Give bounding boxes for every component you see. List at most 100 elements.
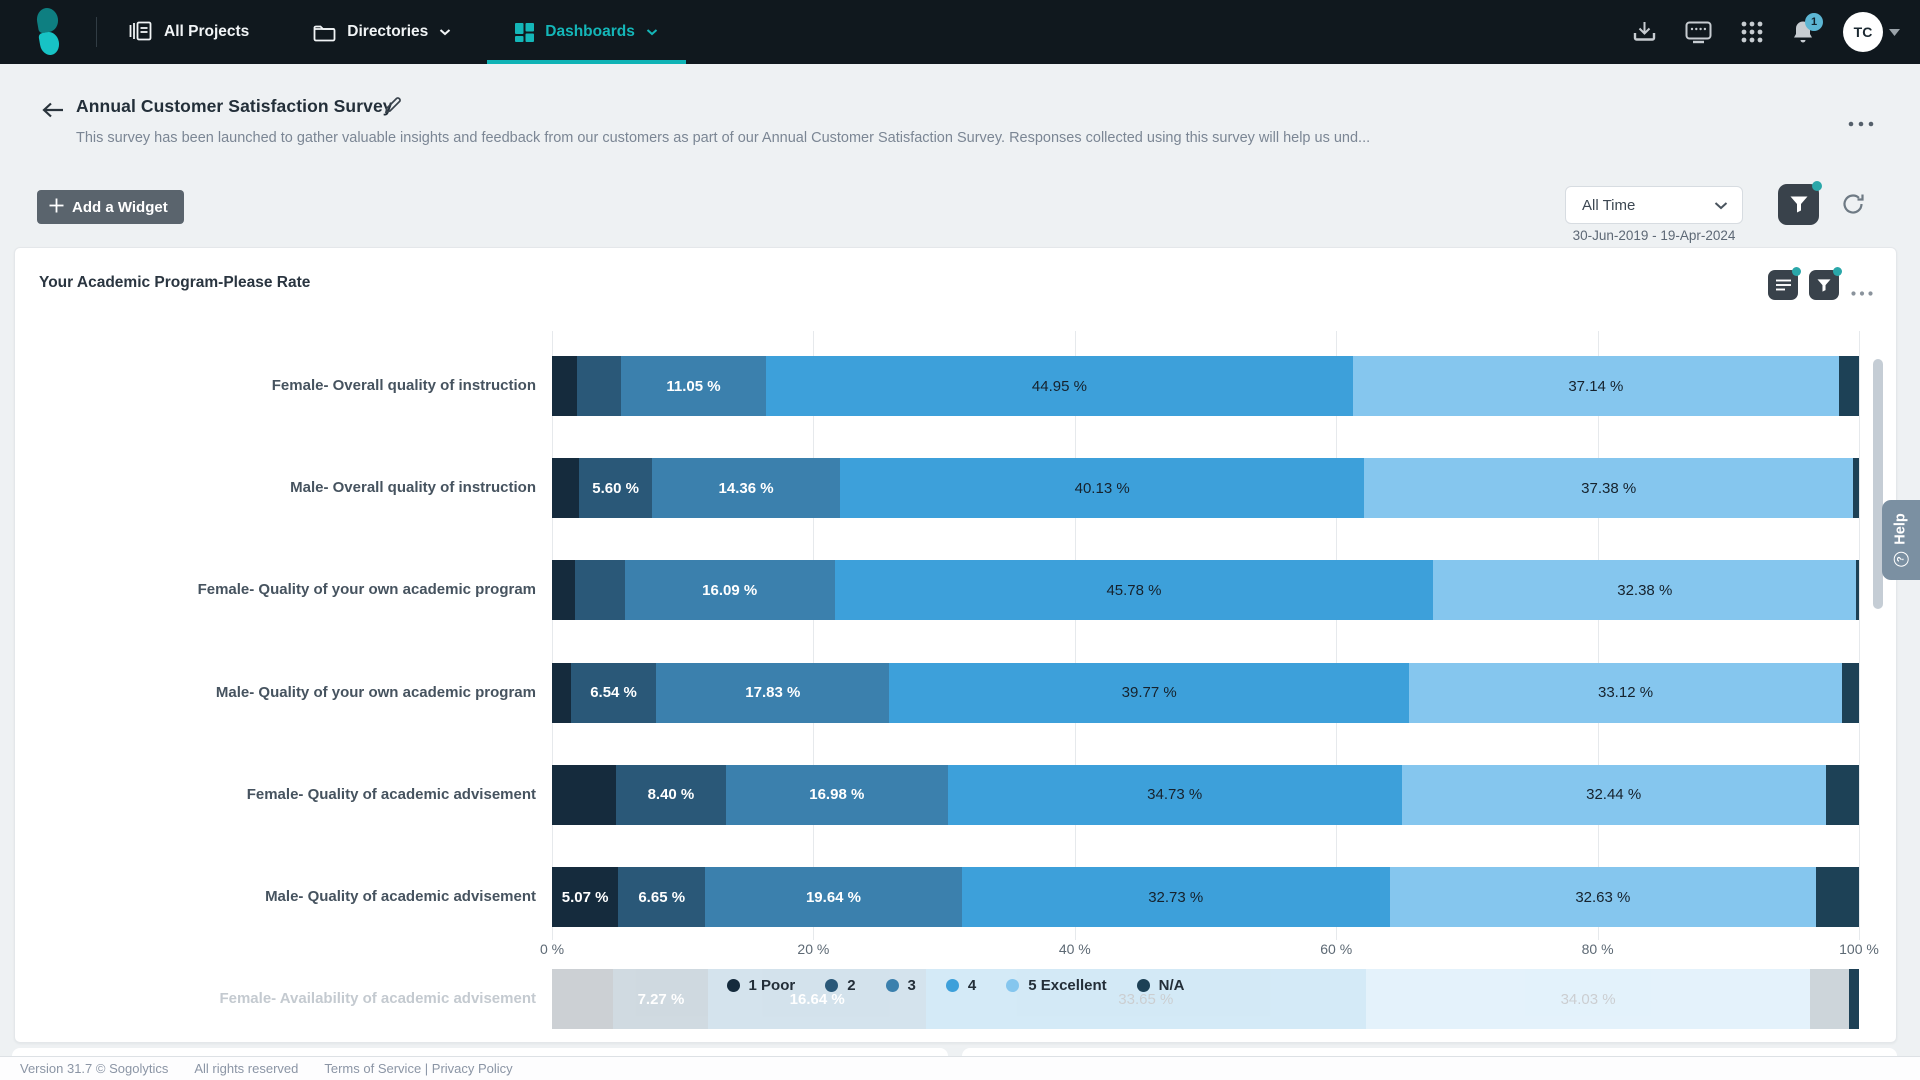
- bar-segment[interactable]: [552, 458, 580, 519]
- chart-legend: 1 Poor 2 3 4 5 Excellent N/A: [15, 977, 1896, 994]
- category-label: Male- Overall quality of instruction: [290, 479, 536, 497]
- add-widget-button[interactable]: Add a Widget: [37, 190, 184, 224]
- category-label: Female- Overall quality of instruction: [271, 377, 536, 394]
- apps-grid-button[interactable]: [1741, 21, 1763, 43]
- category-label: Male- Quality of academic advisement: [265, 888, 536, 905]
- widget-filter-button[interactable]: [1809, 267, 1842, 300]
- survey-description: This survey has been launched to gather …: [76, 130, 1371, 146]
- bar-segment[interactable]: 19.64 %: [705, 867, 962, 927]
- bar-segment[interactable]: 32.38 %: [1433, 560, 1857, 621]
- bar-segment[interactable]: [1856, 560, 1859, 621]
- bar-segment[interactable]: [1810, 969, 1849, 1030]
- bar-segment[interactable]: 14.36 %: [652, 458, 840, 519]
- nav-item-label: Dashboards: [545, 23, 635, 40]
- bar-segment[interactable]: 6.54 %: [570, 662, 657, 723]
- bar-segment[interactable]: 16.09 %: [624, 560, 835, 621]
- bar-segment[interactable]: [552, 969, 614, 1030]
- notification-badge: 1: [1805, 13, 1823, 31]
- nav-item-dashboards[interactable]: Dashboards: [487, 0, 686, 64]
- legend-label: 3: [907, 977, 916, 994]
- bar-segment[interactable]: [575, 560, 625, 621]
- bar-segment[interactable]: 44.95 %: [765, 356, 1354, 416]
- bar-segment[interactable]: [552, 356, 577, 416]
- legend-dot: [1136, 979, 1150, 992]
- widget-title: Your Academic Program-Please Rate: [39, 274, 311, 291]
- legend-item[interactable]: N/A: [1136, 977, 1184, 994]
- avatar[interactable]: TC: [1843, 12, 1883, 52]
- axis-tick-label: 40 %: [1058, 941, 1091, 957]
- bar-segment[interactable]: [552, 560, 575, 621]
- bar-segment[interactable]: 33.12 %: [1409, 662, 1842, 723]
- summary-table-button[interactable]: [1768, 267, 1801, 300]
- widget-filter-active-dot: [1833, 267, 1842, 276]
- bar-segment[interactable]: [1852, 458, 1859, 519]
- bar-segment[interactable]: 8.40 %: [616, 764, 726, 825]
- bar-segment[interactable]: [1816, 867, 1859, 927]
- legend-item[interactable]: 2: [825, 977, 856, 994]
- top-nav: All Projects Directories Dashboards: [0, 0, 1920, 64]
- legend-item[interactable]: 3: [885, 977, 916, 994]
- bar-segment[interactable]: [1838, 356, 1859, 416]
- bar-segment[interactable]: 6.65 %: [618, 867, 706, 927]
- bar-segment[interactable]: [552, 764, 617, 825]
- download-button[interactable]: [1633, 21, 1656, 43]
- widget-more-options-icon[interactable]: [1851, 283, 1873, 301]
- legend-item[interactable]: 5 Excellent: [1006, 977, 1107, 994]
- axis-tick-label: 60 %: [1320, 941, 1353, 957]
- bar-segment[interactable]: 7.27 %: [613, 969, 709, 1030]
- keyboard-button[interactable]: [1685, 21, 1712, 44]
- bar-segment[interactable]: 37.14 %: [1353, 356, 1839, 416]
- nav-item-all-projects[interactable]: All Projects: [123, 0, 255, 64]
- help-tab[interactable]: ? Help: [1882, 500, 1920, 580]
- time-filter-select[interactable]: All Time: [1565, 186, 1743, 224]
- user-menu[interactable]: TC: [1843, 12, 1900, 52]
- bar-segment[interactable]: 5.60 %: [579, 458, 653, 519]
- back-button[interactable]: [42, 102, 64, 123]
- folder-icon: [313, 23, 336, 42]
- category-label: Female- Quality of academic advisement: [246, 785, 536, 803]
- gridline: [1859, 331, 1860, 940]
- refresh-button[interactable]: [1841, 192, 1865, 221]
- widget-card: Your Academic Program-Please Rate Female…: [14, 247, 1897, 1043]
- notifications-button[interactable]: 1: [1792, 13, 1823, 44]
- legend-item[interactable]: 1 Poor: [726, 977, 795, 994]
- bar-segment[interactable]: 16.98 %: [725, 764, 948, 825]
- bar-segment[interactable]: 32.73 %: [961, 867, 1390, 927]
- dashboard-filter-button[interactable]: [1778, 181, 1822, 225]
- widget-scrollbar-thumb[interactable]: [1873, 359, 1883, 609]
- bar-segment[interactable]: 32.44 %: [1401, 764, 1826, 825]
- bar-segment[interactable]: 40.13 %: [839, 458, 1365, 519]
- axis-tick-label: 0 %: [539, 941, 565, 957]
- bar-segment[interactable]: 5.07 %: [552, 867, 619, 927]
- bar-segment[interactable]: [576, 356, 622, 416]
- sogolytics-logo[interactable]: [0, 0, 96, 64]
- nav-item-directories[interactable]: Directories: [307, 0, 457, 64]
- bar-segment[interactable]: 34.73 %: [947, 764, 1402, 825]
- gridline: [1336, 331, 1338, 940]
- bar-segment[interactable]: 34.03 %: [1365, 969, 1811, 1030]
- bar-segment[interactable]: 37.38 %: [1364, 458, 1853, 519]
- chevron-down-icon: [646, 28, 658, 36]
- footer-legal-links[interactable]: Terms of Service | Privacy Policy: [324, 1061, 513, 1076]
- legend-label: 2: [847, 977, 856, 994]
- filter-active-dot: [1812, 181, 1822, 191]
- bar-segment[interactable]: [552, 662, 571, 723]
- bar-segment[interactable]: [1841, 662, 1859, 723]
- bar-segment[interactable]: 45.78 %: [834, 560, 1434, 621]
- survey-title: Annual Customer Satisfaction Survey: [76, 96, 393, 116]
- legend-item[interactable]: 4: [945, 977, 976, 994]
- bar-track: 6.54 % 17.83 % 39.77 % 33.12 %: [552, 662, 1859, 723]
- header-more-options-icon[interactable]: [1848, 114, 1874, 132]
- nav-item-label: Directories: [347, 23, 429, 40]
- projects-icon: [129, 21, 153, 43]
- bar-segment[interactable]: 32.63 %: [1389, 867, 1817, 927]
- bar-segment[interactable]: 11.05 %: [621, 356, 766, 416]
- nav-divider: [96, 17, 97, 47]
- bar-segment[interactable]: 39.77 %: [889, 662, 1410, 723]
- bar-segment[interactable]: [1848, 969, 1859, 1030]
- bar-segment[interactable]: 17.83 %: [656, 662, 890, 723]
- edit-pencil-icon[interactable]: [384, 97, 401, 119]
- bar-segment[interactable]: [1825, 764, 1859, 825]
- bar-track: 8.40 % 16.98 % 34.73 % 32.44 %: [552, 764, 1859, 825]
- chevron-down-icon: [1889, 23, 1900, 41]
